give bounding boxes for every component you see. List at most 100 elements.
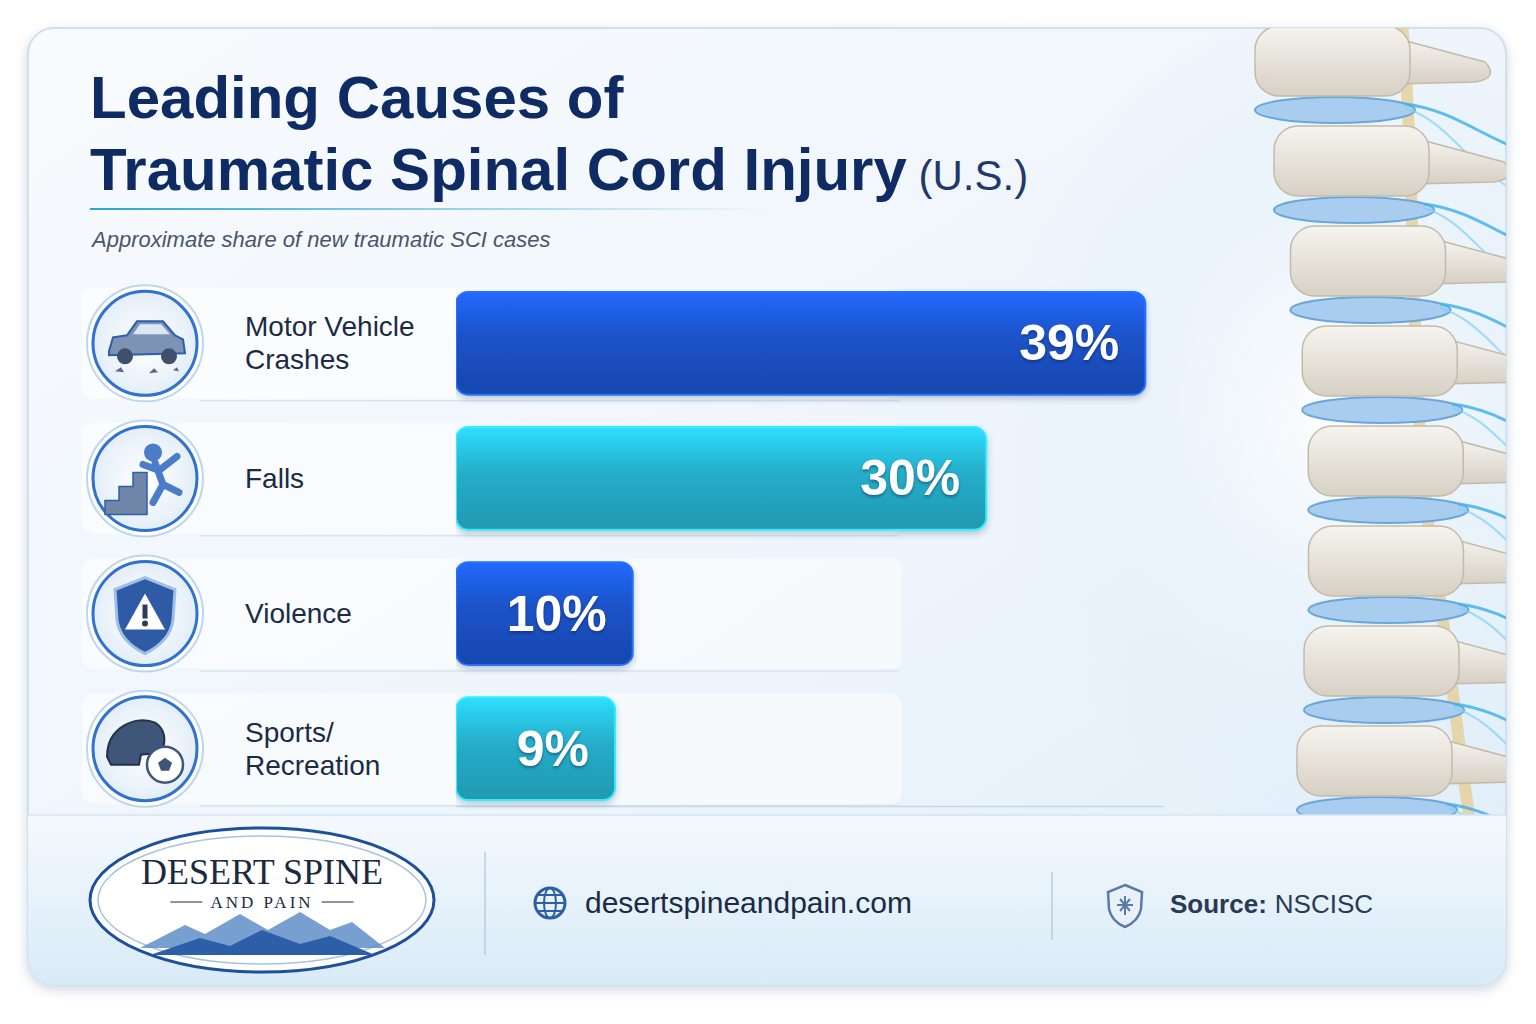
bar — [456, 697, 615, 800]
title-word: of — [550, 64, 624, 131]
spine-vertebra — [1308, 426, 1463, 496]
category-label-line: Crashes — [245, 344, 349, 375]
category-label: Violence — [245, 598, 352, 629]
logo-tagline: AND PAIN — [210, 893, 313, 912]
category-labels: Motor VehicleCrashes Falls Violence Sports/… — [245, 311, 415, 780]
data-label: 9% — [517, 721, 589, 777]
spine-vertebra — [1304, 626, 1459, 696]
category-icon — [87, 285, 203, 401]
row-strip — [82, 693, 902, 804]
data-label: 30% — [860, 450, 960, 506]
spine-vertebra — [1274, 126, 1429, 196]
logo-rule — [170, 902, 202, 903]
footer-rule — [28, 814, 1506, 816]
category-label-line: Violence — [245, 598, 352, 629]
category-label-line: Recreation — [245, 750, 380, 781]
x-axis — [457, 806, 1164, 807]
title-word: (U.S.) — [907, 152, 1028, 199]
category-label: Falls — [245, 463, 304, 494]
source: NSCISC — [1275, 889, 1373, 919]
icon-stairs — [105, 472, 147, 514]
title-line: Leading Causes of — [90, 64, 624, 131]
icon-shield — [115, 578, 175, 654]
category-label-line: Motor Vehicle — [245, 311, 415, 342]
title-word: Cord — [570, 136, 727, 203]
spine-disc — [1255, 97, 1415, 123]
data-label: 10% — [507, 586, 607, 642]
row-rule — [200, 535, 900, 537]
data-label: 39% — [1019, 315, 1119, 371]
icon-warning-dot — [142, 621, 148, 627]
icon-ring — [87, 420, 203, 536]
icon-wheel — [117, 348, 133, 364]
spine-decoration — [1255, 28, 1506, 885]
icon-circle — [93, 697, 197, 801]
logo-mountains-front — [150, 930, 375, 955]
bars — [456, 292, 1145, 800]
x-axis-line — [457, 806, 1164, 808]
spine-disc — [1304, 697, 1464, 723]
globe-lines — [535, 895, 565, 911]
title-line: Traumatic Spinal Cord Injury (U.S.) — [90, 136, 1028, 203]
spine-vertebra — [1255, 28, 1410, 96]
title-word: Causes — [320, 64, 550, 131]
globe-icon — [535, 888, 565, 918]
category-label: Sports/Recreation — [245, 717, 380, 781]
spine-vertebra — [1290, 226, 1445, 296]
logo: DESERT SPINEAND PAIN — [90, 828, 434, 972]
bar — [456, 562, 633, 665]
title-word: Injury — [727, 136, 908, 203]
spine-disc — [1308, 497, 1468, 523]
spine-disc — [1302, 397, 1462, 423]
logo-rule — [322, 902, 354, 903]
source-shield-mark — [1117, 896, 1133, 915]
row-rule — [200, 670, 900, 672]
icon-ball-patch — [158, 758, 172, 771]
spine-vertebra — [1302, 326, 1457, 396]
category-icon — [87, 691, 203, 807]
title-word: Leading — [90, 64, 320, 131]
icon-circle — [93, 426, 197, 530]
spine-disc — [1290, 297, 1450, 323]
icon-warning-bar — [143, 605, 148, 619]
icon-car-window — [133, 324, 170, 334]
spine-disc — [1308, 597, 1468, 623]
spine-vertebra — [1297, 726, 1452, 796]
footer: DESERT SPINEAND PAIN desertspineandpain.c… — [90, 828, 1373, 972]
bar — [456, 427, 986, 530]
category-icon — [87, 420, 203, 536]
footer-divider — [484, 852, 486, 955]
icon-ring — [87, 556, 203, 672]
title: Leading Causes ofTraumatic Spinal Cord I… — [90, 64, 1028, 203]
icon-ring — [87, 691, 203, 807]
category-icon — [87, 556, 203, 672]
icon-circle — [93, 562, 197, 666]
website: desertspineandpain.com — [585, 886, 912, 919]
chart-svg: Leading Causes ofTraumatic Spinal Cord I… — [0, 0, 1536, 1024]
icon-debris — [115, 367, 179, 373]
icon-head — [144, 443, 162, 461]
icon-warning — [125, 594, 165, 630]
title-divider — [90, 208, 770, 210]
data-labels: 39% 30% 10% 9% — [507, 315, 1120, 776]
decoration — [28, 28, 1506, 985]
row-rule — [200, 400, 900, 402]
globe-outline — [535, 888, 565, 918]
icon-ball — [147, 747, 183, 783]
logo-oval — [90, 828, 434, 972]
title-word: Traumatic — [90, 136, 373, 203]
glow — [1000, 28, 1506, 840]
footer-band — [28, 815, 1506, 985]
chart-root: Leading Causes ofTraumatic Spinal Cord I… — [0, 0, 1536, 1024]
row-strip — [82, 558, 902, 669]
bar — [456, 292, 1145, 395]
category-label: Motor VehicleCrashes — [245, 311, 415, 375]
source-label: Source: — [1170, 889, 1267, 919]
spine-vertebra — [1308, 526, 1463, 596]
category-label-line: Falls — [245, 463, 304, 494]
icon-body — [143, 456, 179, 502]
icon-circle — [93, 291, 197, 395]
footer-divider — [1051, 872, 1053, 940]
title-word: Spinal — [373, 136, 570, 203]
spine-disc — [1274, 197, 1434, 223]
